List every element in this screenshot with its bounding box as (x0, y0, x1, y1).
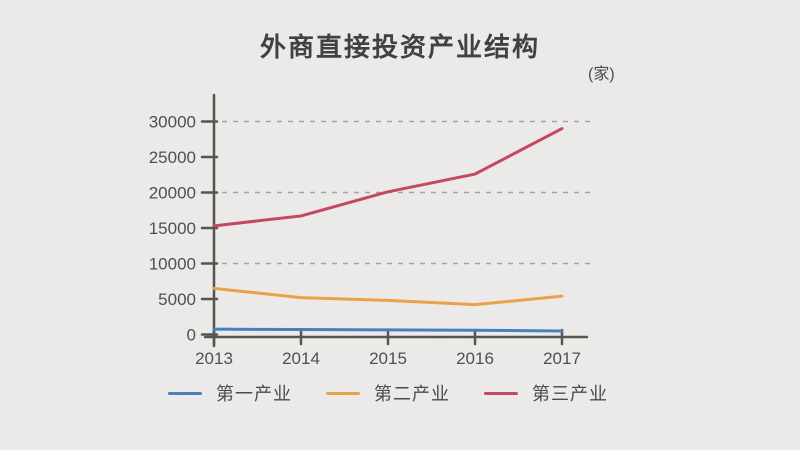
svg-text:25000: 25000 (149, 148, 196, 167)
legend-swatch-secondary (326, 391, 360, 395)
svg-text:0: 0 (187, 326, 196, 345)
svg-text:2016: 2016 (456, 349, 494, 368)
legend-item-secondary-industry: 第二产业 (326, 380, 450, 406)
legend-swatch-tertiary (484, 391, 518, 395)
unit-label: (家) (588, 66, 615, 83)
chart-title: 外商直接投资产业结构 (259, 32, 540, 62)
svg-text:2014: 2014 (282, 349, 320, 368)
svg-text:15000: 15000 (149, 219, 196, 238)
svg-text:5000: 5000 (158, 290, 196, 309)
legend-item-primary-industry: 第一产业 (168, 380, 292, 406)
legend-item-tertiary-industry: 第三产业 (484, 380, 608, 406)
legend-label-tertiary: 第三产业 (532, 384, 608, 404)
svg-text:2015: 2015 (369, 349, 407, 368)
svg-text:20000: 20000 (149, 184, 196, 203)
legend-label-primary: 第一产业 (216, 384, 292, 404)
legend-label-secondary: 第二产业 (374, 384, 450, 404)
chart-legend: 第一产业 第二产业 第三产业 (168, 380, 608, 406)
svg-text:2017: 2017 (543, 349, 581, 368)
svg-text:10000: 10000 (149, 255, 196, 274)
svg-text:2013: 2013 (195, 349, 233, 368)
svg-text:30000: 30000 (149, 113, 196, 132)
legend-swatch-primary (168, 391, 202, 395)
